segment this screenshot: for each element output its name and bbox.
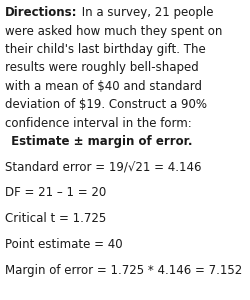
Text: with a mean of $40 and standard: with a mean of $40 and standard [5, 80, 202, 93]
Text: DF = 21 – 1 = 20: DF = 21 – 1 = 20 [5, 186, 106, 199]
Text: were asked how much they spent on: were asked how much they spent on [5, 25, 222, 38]
Text: deviation of $19. Construct a 90%: deviation of $19. Construct a 90% [5, 98, 207, 112]
Text: Estimate ± margin of error.: Estimate ± margin of error. [7, 136, 192, 148]
Text: confidence interval in the form:: confidence interval in the form: [5, 117, 192, 130]
Text: In a survey, 21 people: In a survey, 21 people [78, 6, 213, 19]
Text: Point estimate = 40: Point estimate = 40 [5, 238, 122, 251]
Text: Margin of error = 1.725 * 4.146 = 7.152: Margin of error = 1.725 * 4.146 = 7.152 [5, 264, 242, 277]
Text: results were roughly bell-shaped: results were roughly bell-shaped [5, 61, 199, 74]
Text: their child's last birthday gift. The: their child's last birthday gift. The [5, 43, 206, 56]
Text: Directions:: Directions: [5, 6, 78, 19]
Text: Standard error = 19/√21 = 4.146: Standard error = 19/√21 = 4.146 [5, 160, 202, 173]
Text: Critical t = 1.725: Critical t = 1.725 [5, 212, 106, 225]
